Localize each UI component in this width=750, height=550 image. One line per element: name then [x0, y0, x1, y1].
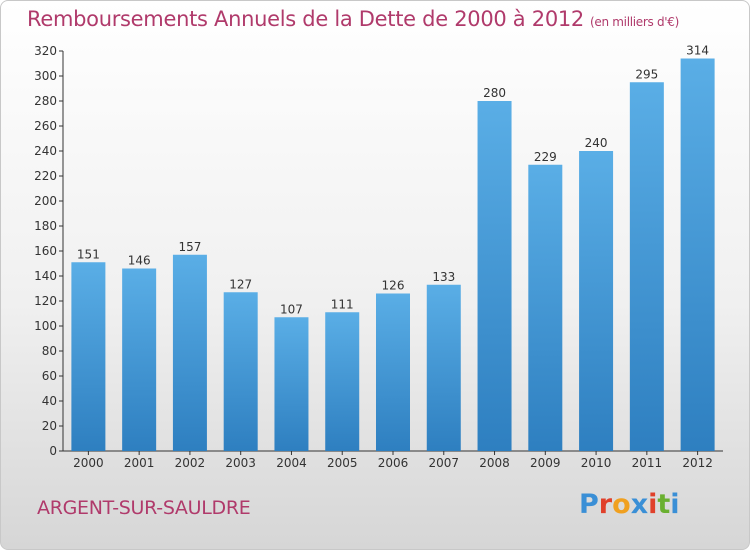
- axes: 0 20 40 60 80 100 120 140 160 180 200 220 240 260 280 3…: [34, 44, 723, 470]
- bar-2010: [579, 151, 614, 451]
- x-tick-label: 2001: [124, 456, 155, 470]
- y-tick-label: 180: [34, 219, 57, 233]
- y-tick-label: 320: [34, 44, 57, 58]
- x-tick-label: 2009: [530, 456, 561, 470]
- bar-2008: [477, 101, 512, 451]
- logo-letter: o: [612, 489, 631, 520]
- bar-2002: [172, 254, 207, 451]
- logo-letter: i: [648, 489, 658, 520]
- x-tick-label: 2005: [327, 456, 358, 470]
- y-tick-label: 80: [42, 344, 57, 358]
- y-tick-label: 300: [34, 69, 57, 83]
- bar-2003: [223, 292, 258, 451]
- x-tick-label: 2012: [682, 456, 713, 470]
- bars: [71, 58, 715, 451]
- data-label-2010: 240: [585, 136, 608, 150]
- x-tick-label: 2008: [479, 456, 510, 470]
- bar-2006: [376, 293, 410, 451]
- x-tick-label: 2010: [581, 456, 612, 470]
- data-label-2003: 127: [229, 277, 252, 291]
- bar-2007: [426, 284, 461, 451]
- y-tick-label: 40: [42, 394, 57, 408]
- bar-2005: [325, 312, 360, 451]
- bar-2004: [274, 317, 309, 451]
- data-label-2004: 107: [280, 302, 303, 316]
- x-tick-label: 2007: [428, 456, 459, 470]
- data-label-2012: 314: [686, 44, 709, 58]
- y-tick-label: 0: [49, 444, 57, 458]
- y-tick-label: 20: [42, 419, 57, 433]
- data-label-2007: 133: [432, 270, 455, 284]
- logo-letter: x: [630, 489, 649, 520]
- data-label-2005: 111: [331, 297, 354, 311]
- y-tick-label: 280: [34, 94, 57, 108]
- data-label-2002: 157: [178, 240, 201, 254]
- y-tick-label: 60: [42, 369, 57, 383]
- y-tick-label: 160: [34, 244, 57, 258]
- x-tick-label: 2004: [276, 456, 307, 470]
- x-tick-label: 2000: [73, 456, 104, 470]
- y-tick-label: 120: [34, 294, 57, 308]
- logo-letter: r: [598, 489, 613, 520]
- x-tick-label: 2011: [632, 456, 663, 470]
- data-label-2006: 126: [382, 279, 405, 293]
- data-label-2011: 295: [635, 67, 658, 81]
- data-labels: 151 146 157 127 107 111 126 133 280 229 240 295 314: [77, 44, 709, 317]
- y-tick-label: 100: [34, 319, 57, 333]
- chart-title-text: Remboursements Annuels de la Dette de 20…: [27, 7, 584, 31]
- y-tick-label: 140: [34, 269, 57, 283]
- logo-letter: t: [657, 489, 671, 520]
- y-tick-label: 200: [34, 194, 57, 208]
- data-label-2001: 146: [128, 254, 151, 268]
- chart-title: Remboursements Annuels de la Dette de 20…: [27, 7, 679, 31]
- y-tick-label: 220: [34, 169, 57, 183]
- x-tick-label: 2006: [378, 456, 409, 470]
- bar-2012: [680, 58, 715, 451]
- y-tick-label: 260: [34, 119, 57, 133]
- x-tick-label: 2003: [225, 456, 256, 470]
- logo-letter: i: [670, 489, 680, 520]
- city-name: ARGENT-SUR-SAULDRE: [37, 497, 251, 519]
- logo-letter: P: [579, 489, 599, 520]
- data-label-2000: 151: [77, 247, 100, 261]
- bar-2011: [629, 82, 664, 451]
- y-tick-label: 240: [34, 144, 57, 158]
- bar-2009: [528, 164, 563, 451]
- bar-2000: [71, 262, 106, 451]
- data-label-2009: 229: [534, 150, 557, 164]
- chart-unit: (en milliers d'€): [590, 15, 680, 29]
- data-label-2008: 280: [483, 86, 506, 100]
- bar-2001: [122, 268, 157, 451]
- proxiti-logo: Proxiti: [579, 489, 680, 520]
- x-tick-label: 2002: [175, 456, 206, 470]
